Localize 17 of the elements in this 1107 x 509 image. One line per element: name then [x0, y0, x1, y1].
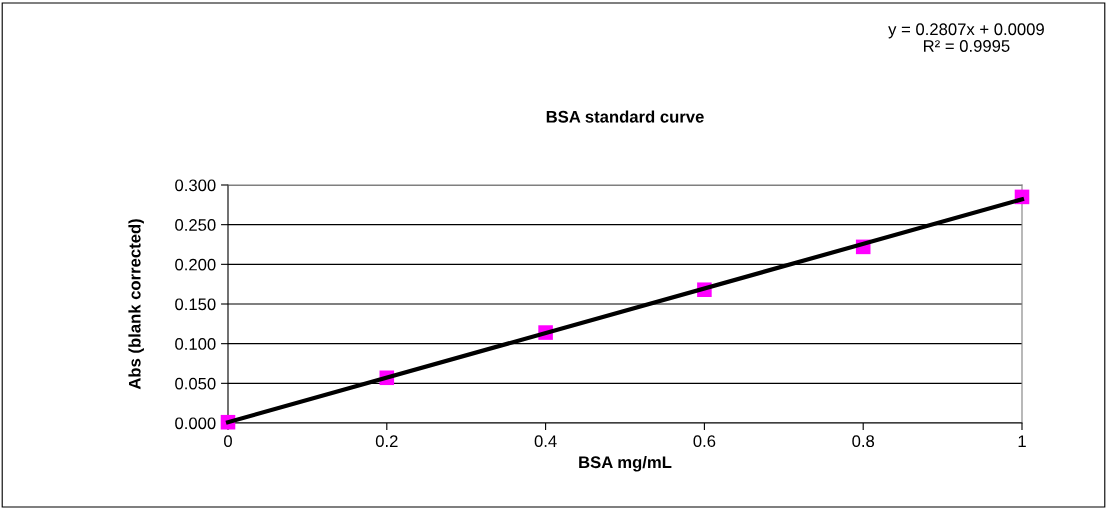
- y-tick-label: 0.000: [175, 417, 216, 430]
- x-tick-label: 0.4: [534, 435, 557, 448]
- text: y = 0.2807x + 0.0009 R² = 0.9995: [888, 23, 1044, 52]
- chart-title: BSA standard curve: [546, 110, 704, 123]
- y-tick-label: 0.200: [175, 258, 216, 271]
- x-tick-label: 0.8: [852, 435, 875, 448]
- x-tick-label: 1: [1018, 435, 1026, 447]
- y-tick-label: 0.050: [175, 377, 216, 390]
- x-tick-label: 0.6: [693, 435, 716, 448]
- y-tick-label: 0.300: [175, 179, 216, 192]
- y-axis-title: Abs (blank corrected): [128, 219, 144, 390]
- x-axis-title: BSA mg/mL: [579, 455, 672, 472]
- x-tick-label: 0.2: [375, 435, 398, 448]
- y-tick-label: 0.100: [175, 338, 216, 350]
- y-tick-label: 0.250: [175, 219, 216, 231]
- y-tick-label: 0.150: [175, 298, 216, 311]
- x-tick-label: 0: [224, 435, 232, 448]
